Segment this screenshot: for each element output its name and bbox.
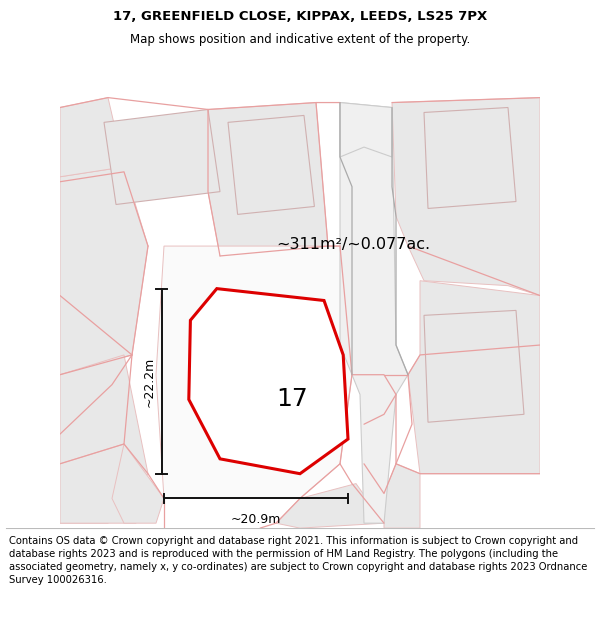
Polygon shape (112, 444, 164, 523)
Polygon shape (60, 167, 148, 375)
Polygon shape (156, 246, 352, 498)
Polygon shape (424, 311, 524, 422)
Text: Contains OS data © Crown copyright and database right 2021. This information is : Contains OS data © Crown copyright and d… (9, 536, 587, 586)
Text: ~311m²/~0.077ac.: ~311m²/~0.077ac. (276, 237, 430, 252)
Text: ~22.2m: ~22.2m (143, 356, 156, 407)
Polygon shape (60, 355, 148, 523)
Polygon shape (189, 289, 348, 474)
Text: 17, GREENFIELD CLOSE, KIPPAX, LEEDS, LS25 7PX: 17, GREENFIELD CLOSE, KIPPAX, LEEDS, LS2… (113, 9, 487, 22)
Polygon shape (228, 116, 314, 214)
Polygon shape (200, 323, 274, 416)
Polygon shape (340, 102, 408, 523)
Polygon shape (384, 464, 420, 528)
Polygon shape (276, 484, 384, 528)
Polygon shape (60, 444, 136, 523)
Polygon shape (340, 102, 392, 157)
Polygon shape (60, 98, 124, 177)
Text: 17: 17 (276, 388, 308, 411)
Text: Map shows position and indicative extent of the property.: Map shows position and indicative extent… (130, 32, 470, 46)
Polygon shape (424, 107, 516, 209)
Polygon shape (208, 102, 328, 256)
Polygon shape (104, 109, 220, 204)
Polygon shape (408, 281, 540, 474)
Text: ~20.9m: ~20.9m (231, 513, 281, 526)
Polygon shape (392, 98, 540, 296)
